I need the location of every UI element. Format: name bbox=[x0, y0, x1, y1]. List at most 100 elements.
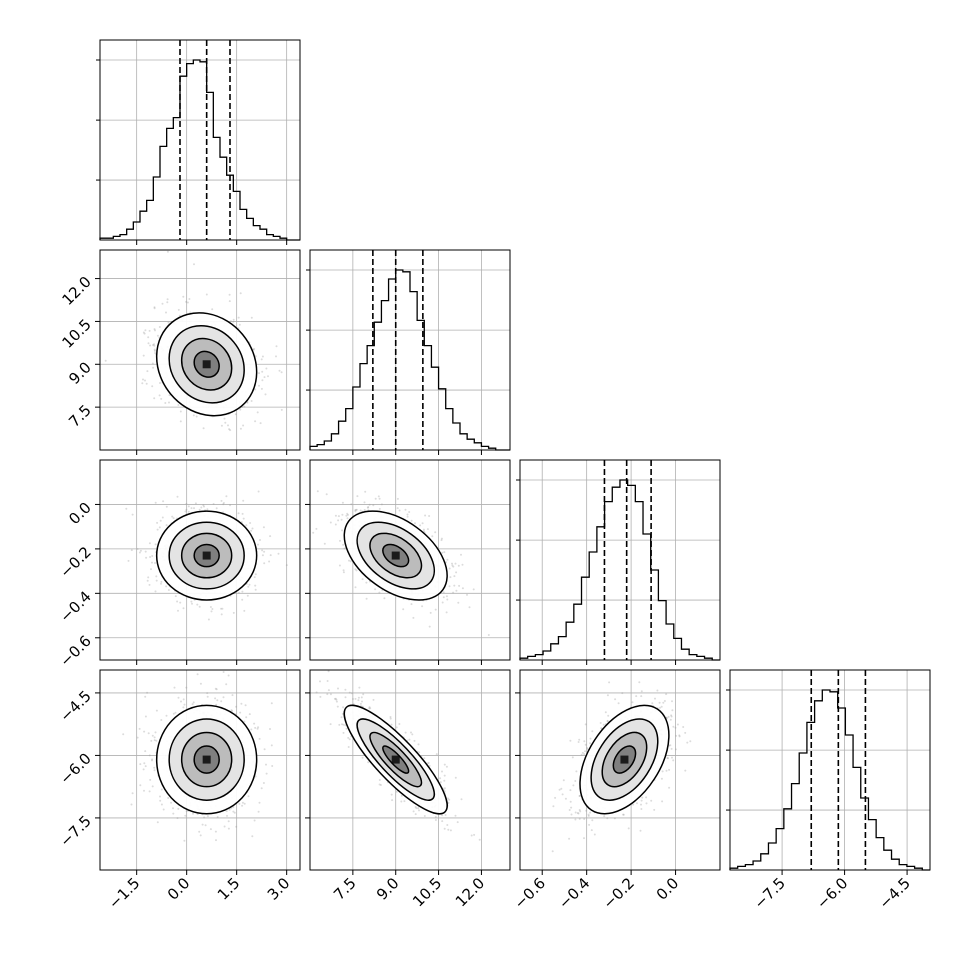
scatter-point bbox=[374, 588, 376, 590]
scatter-point bbox=[180, 701, 182, 703]
scatter-point bbox=[265, 393, 267, 395]
scatter-point bbox=[143, 731, 145, 733]
scatter-point bbox=[585, 723, 587, 725]
scatter-point bbox=[221, 613, 223, 615]
density-peak bbox=[203, 360, 211, 368]
scatter-point bbox=[254, 820, 256, 822]
scatter-point bbox=[197, 673, 199, 675]
scatter-point bbox=[203, 427, 205, 429]
scatter-point bbox=[153, 767, 155, 769]
scatter-point bbox=[670, 714, 672, 716]
scatter-point bbox=[139, 728, 141, 730]
scatter-point bbox=[435, 816, 437, 818]
scatter-point bbox=[249, 584, 251, 586]
scatter-point bbox=[160, 583, 162, 585]
scatter-point bbox=[375, 498, 377, 500]
scatter-point bbox=[440, 781, 442, 783]
scatter-point bbox=[105, 360, 107, 362]
scatter-point bbox=[184, 815, 186, 817]
scatter-point bbox=[402, 608, 404, 610]
scatter-point bbox=[418, 743, 420, 745]
scatter-point bbox=[206, 692, 208, 694]
scatter-point bbox=[319, 680, 321, 682]
scatter-point bbox=[414, 740, 416, 742]
scatter-point bbox=[408, 511, 410, 513]
scatter-point bbox=[449, 576, 451, 578]
scatter-point bbox=[233, 612, 235, 614]
scatter-point bbox=[232, 321, 234, 323]
scatter-point bbox=[405, 509, 407, 511]
scatter-point bbox=[473, 588, 475, 590]
scatter-point bbox=[267, 375, 269, 377]
scatter-point bbox=[427, 528, 429, 530]
scatter-point bbox=[146, 692, 148, 694]
scatter-point bbox=[342, 502, 344, 504]
histogram-step-line bbox=[100, 60, 300, 240]
scatter-point bbox=[154, 562, 156, 564]
scatter-point bbox=[605, 711, 607, 713]
scatter-point bbox=[143, 768, 145, 770]
scatter-point bbox=[223, 696, 225, 698]
scatter-point bbox=[263, 562, 265, 564]
scatter-point bbox=[155, 543, 157, 545]
scatter-point bbox=[137, 548, 139, 550]
scatter-point bbox=[455, 590, 457, 592]
scatter-point bbox=[261, 787, 263, 789]
scatter-point bbox=[188, 505, 190, 507]
scatter-point bbox=[238, 512, 240, 514]
scatter-point bbox=[147, 576, 149, 578]
scatter-point bbox=[167, 298, 169, 300]
scatter-point bbox=[588, 824, 590, 826]
scatter-point bbox=[202, 824, 204, 826]
scatter-point bbox=[441, 820, 443, 822]
scatter-point bbox=[156, 710, 158, 712]
scatter-point bbox=[335, 515, 337, 517]
scatter-point bbox=[184, 704, 186, 706]
scatter-point bbox=[122, 733, 124, 735]
scatter-point bbox=[575, 812, 577, 814]
scatter-point bbox=[210, 828, 212, 830]
scatter-point bbox=[441, 538, 443, 540]
scatter-point bbox=[258, 372, 260, 374]
scatter-point bbox=[364, 501, 366, 503]
scatter-point bbox=[225, 495, 227, 497]
scatter-point bbox=[262, 356, 264, 358]
scatter-point bbox=[422, 522, 424, 524]
scatter-point bbox=[196, 416, 198, 418]
scatter-point bbox=[146, 383, 148, 385]
scatter-point bbox=[155, 575, 157, 577]
scatter-point bbox=[583, 837, 585, 839]
scatter-point bbox=[347, 737, 349, 739]
scatter-point bbox=[224, 826, 226, 828]
scatter-point bbox=[173, 713, 175, 715]
scatter-point bbox=[671, 757, 673, 759]
density-peak bbox=[392, 756, 400, 764]
scatter-point bbox=[196, 604, 198, 606]
scatter-point bbox=[347, 517, 349, 519]
scatter-point bbox=[151, 555, 153, 557]
scatter-point bbox=[186, 810, 188, 812]
scatter-point bbox=[140, 550, 142, 552]
scatter-point bbox=[338, 724, 340, 726]
scatter-point bbox=[675, 727, 677, 729]
scatter-point bbox=[428, 515, 430, 517]
scatter-point bbox=[260, 422, 262, 424]
scatter-point bbox=[330, 693, 332, 695]
scatter-point bbox=[131, 804, 133, 806]
scatter-point bbox=[390, 718, 392, 720]
scatter-point bbox=[411, 520, 413, 522]
scatter-point bbox=[229, 300, 231, 302]
scatter-point bbox=[428, 762, 430, 764]
scatter-point bbox=[249, 522, 251, 524]
scatter-point bbox=[419, 524, 421, 526]
scatter-point bbox=[403, 800, 405, 802]
scatter-point bbox=[249, 713, 251, 715]
scatter-point bbox=[200, 507, 202, 509]
scatter-point bbox=[193, 263, 195, 265]
scatter-point bbox=[365, 582, 367, 584]
scatter-point bbox=[424, 515, 426, 517]
scatter-point bbox=[195, 502, 197, 504]
scatter-point bbox=[206, 294, 208, 296]
scatter-point bbox=[211, 610, 213, 612]
